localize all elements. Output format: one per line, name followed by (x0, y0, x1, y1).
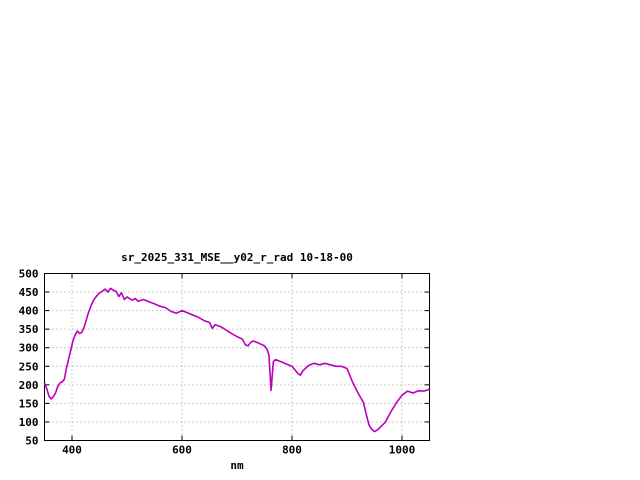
y-tick-label: 350 (19, 323, 39, 336)
y-tick-label: 450 (19, 286, 39, 299)
x-axis-label: nm (230, 459, 244, 472)
plot-border (44, 273, 430, 441)
x-tick-label: 800 (282, 444, 302, 457)
y-tick-label: 300 (19, 342, 39, 355)
y-tick-label: 150 (19, 397, 39, 410)
x-tick-label: 600 (172, 444, 192, 457)
y-tick-label: 400 (19, 305, 39, 318)
y-tick-label: 500 (19, 268, 39, 281)
spectrum-line (43, 287, 430, 433)
x-tick-label: 400 (62, 444, 82, 457)
y-tick-label: 200 (19, 379, 39, 392)
x-tick-label: 1000 (389, 444, 416, 457)
chart-title: sr_2025_331_MSE__y02_r_rad 10-18-00 (121, 251, 353, 264)
y-tick-label: 50 (25, 435, 38, 448)
y-tick-label: 100 (19, 416, 39, 429)
y-tick-label: 250 (19, 360, 39, 373)
